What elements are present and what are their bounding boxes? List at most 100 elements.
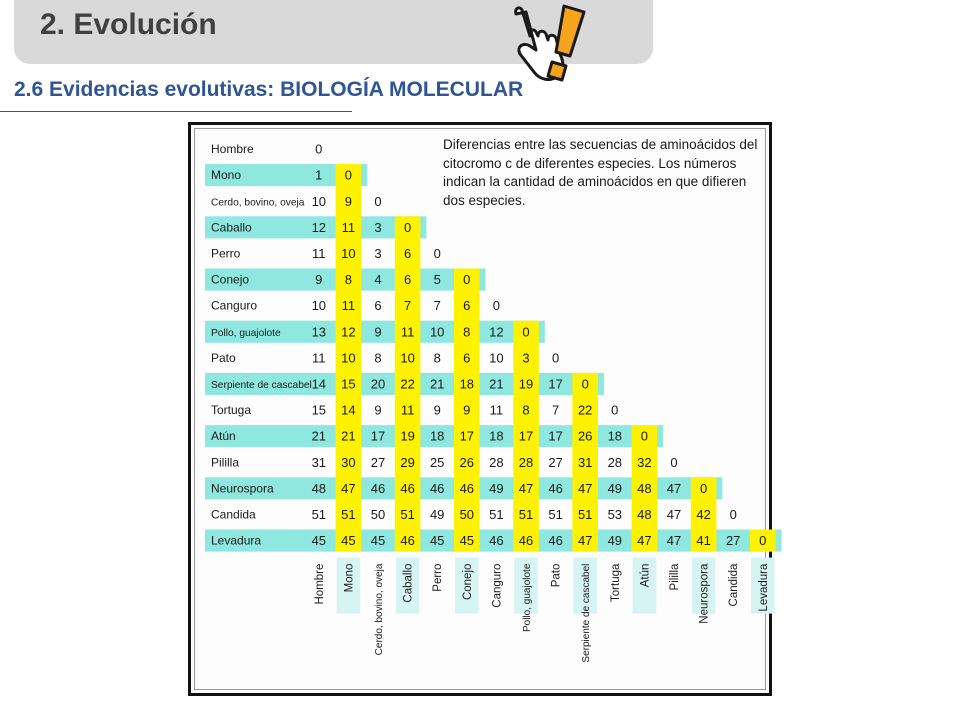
cell-value: 6	[463, 350, 470, 365]
row-band	[205, 216, 427, 239]
cell-value: 0	[404, 220, 411, 235]
cell-value: 27	[726, 533, 740, 548]
cell-value: 45	[460, 533, 474, 548]
cell-value: 9	[374, 403, 381, 418]
cell-value: 32	[637, 455, 651, 470]
row-label: Conejo	[211, 273, 249, 287]
cell-value: 47	[667, 507, 681, 522]
column-band	[632, 557, 657, 614]
column-band	[395, 557, 420, 614]
cell-value: 17	[548, 376, 562, 391]
cell-value: 46	[489, 533, 503, 548]
cell-value: 9	[374, 324, 381, 339]
cell-value: 0	[345, 168, 352, 183]
column-highlight	[394, 216, 421, 552]
cell-value: 8	[345, 272, 352, 287]
column-highlight	[454, 268, 480, 552]
cell-value: 51	[400, 507, 414, 522]
row-label: Levadura	[211, 534, 261, 548]
cell-value: 22	[400, 376, 414, 391]
column-band	[336, 557, 361, 614]
cell-value: 46	[460, 481, 474, 496]
cell-value: 6	[463, 298, 470, 313]
cell-value: 46	[548, 481, 562, 496]
cell-value: 3	[374, 246, 381, 261]
cell-value: 47	[519, 481, 533, 496]
cell-value: 10	[312, 298, 326, 313]
row-label: Canguro	[211, 299, 257, 313]
cell-value: 21	[430, 376, 444, 391]
cell-value: 47	[341, 481, 355, 496]
cell-value: 29	[400, 455, 414, 470]
cell-value: 21	[341, 429, 355, 444]
cell-value: 3	[374, 220, 381, 235]
table-figure-frame	[188, 122, 772, 696]
cell-value: 7	[404, 298, 411, 313]
cell-value: 8	[374, 350, 381, 365]
cell-value: 47	[637, 533, 651, 548]
cell-value: 0	[700, 481, 707, 496]
cell-value: 0	[730, 507, 737, 522]
cell-value: 10	[400, 350, 414, 365]
cell-value: 17	[371, 429, 385, 444]
cell-value: 12	[312, 220, 326, 235]
cell-value: 14	[341, 403, 355, 418]
cell-value: 11	[401, 324, 415, 339]
cell-value: 26	[460, 455, 474, 470]
row-label: Neurospora	[211, 481, 274, 495]
column-label: Hombre	[314, 564, 326, 605]
cell-value: 25	[430, 455, 444, 470]
page-title: 2. Evolución	[40, 8, 217, 41]
column-highlight	[335, 164, 362, 552]
cell-value: 8	[463, 324, 470, 339]
cell-value: 0	[670, 455, 677, 470]
cell-value: 22	[578, 403, 592, 418]
column-highlight	[513, 320, 539, 552]
cell-value: 18	[460, 376, 474, 391]
subtitle-underline	[0, 111, 352, 112]
cell-value: 31	[312, 455, 326, 470]
cell-value: 46	[519, 533, 533, 548]
cell-value: 0	[641, 429, 648, 444]
cell-value: 19	[400, 429, 414, 444]
cell-value: 8	[522, 403, 529, 418]
cell-value: 8	[434, 350, 441, 365]
column-label: Atún	[639, 564, 651, 588]
cell-value: 46	[400, 533, 414, 548]
cell-value: 28	[489, 455, 503, 470]
cell-value: 26	[578, 429, 592, 444]
cell-value: 11	[312, 246, 326, 261]
cell-value: 46	[548, 533, 562, 548]
row-band	[205, 425, 664, 448]
cell-value: 18	[608, 429, 622, 444]
cell-value: 15	[341, 376, 355, 391]
row-label: Hombre	[211, 142, 254, 156]
cell-value: 0	[374, 194, 381, 209]
cell-value: 11	[342, 220, 356, 235]
cell-value: 5	[434, 272, 441, 287]
table-description: Diferencias entre las secuencias de amin…	[443, 137, 758, 208]
column-label: Conejo	[462, 564, 474, 600]
row-label: Serpiente de cascabel	[211, 380, 312, 391]
row-label: Perro	[211, 246, 241, 260]
cell-value: 51	[578, 507, 592, 522]
row-label: Pililla	[211, 455, 239, 469]
cell-value: 51	[489, 507, 503, 522]
row-label: Tortuga	[211, 403, 251, 417]
cell-value: 41	[696, 533, 710, 548]
cell-value: 49	[608, 533, 622, 548]
cell-value: 0	[493, 298, 500, 313]
column-band	[514, 557, 538, 614]
cell-value: 28	[608, 455, 622, 470]
column-label: Serpiente de cascabel	[581, 564, 592, 663]
cell-value: 48	[312, 481, 326, 496]
column-label: Levadura	[758, 563, 770, 612]
cell-value: 51	[312, 507, 326, 522]
cell-value: 9	[434, 403, 441, 418]
cell-value: 31	[578, 455, 592, 470]
row-label: Candida	[211, 507, 256, 521]
cell-value: 27	[371, 455, 385, 470]
cell-value: 53	[608, 507, 622, 522]
column-band	[751, 557, 775, 614]
